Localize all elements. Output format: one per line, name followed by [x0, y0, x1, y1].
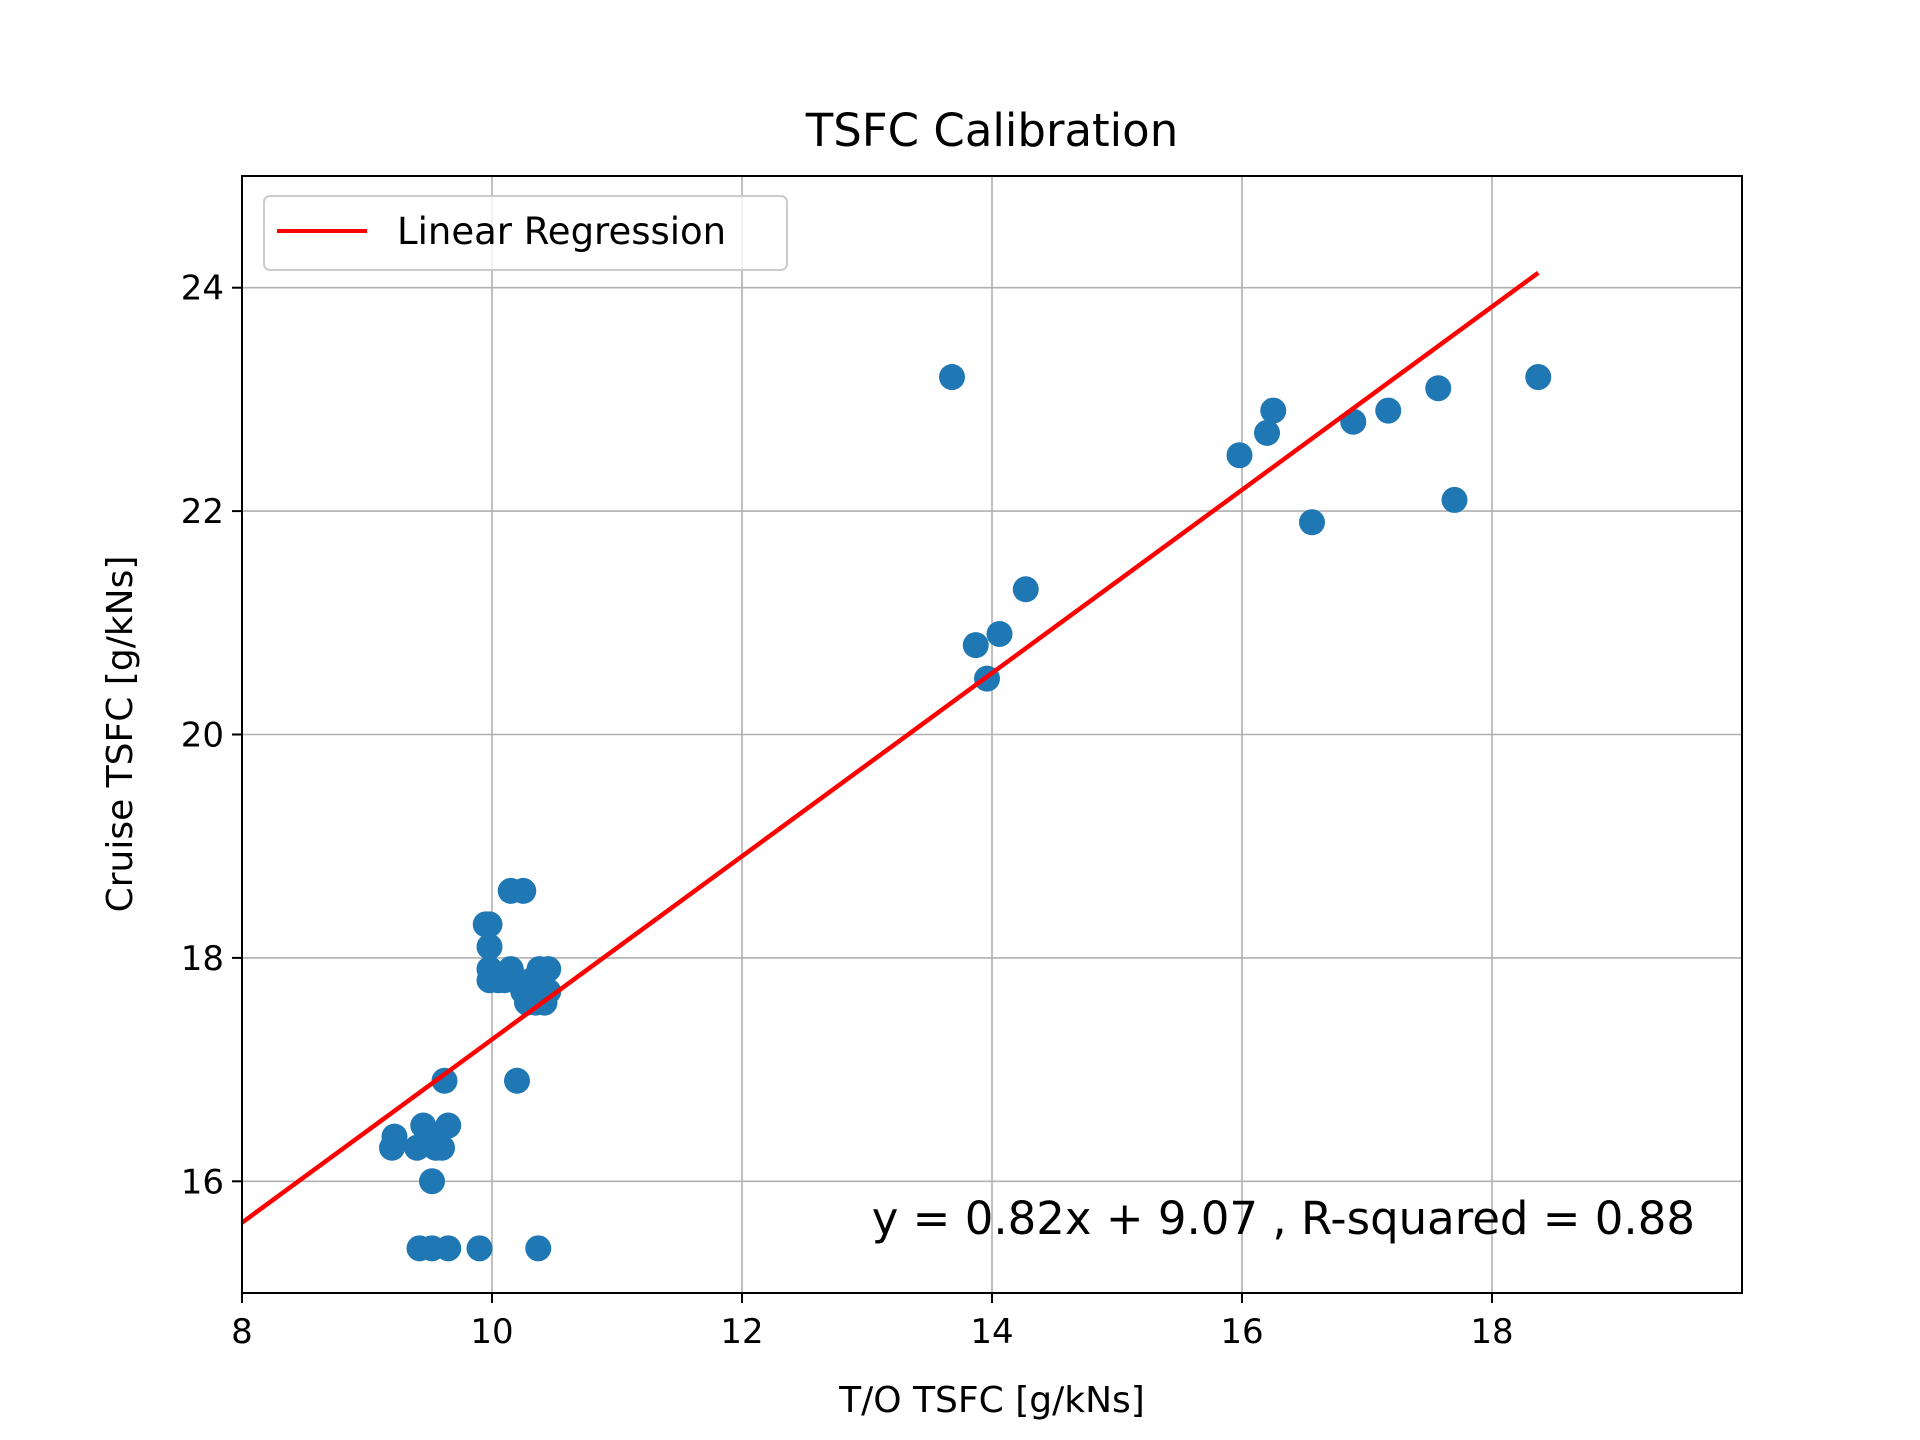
data-point	[466, 1235, 493, 1262]
data-point	[1012, 576, 1039, 603]
regression-layer	[240, 270, 1540, 1225]
legend: Linear Regression	[263, 195, 788, 271]
data-point	[986, 620, 1013, 647]
data-point	[1525, 364, 1552, 391]
data-point	[381, 1123, 408, 1150]
y-axis-label: Cruise TSFC [g/kNs]	[100, 556, 141, 913]
data-point	[476, 911, 503, 938]
data-point	[1260, 397, 1287, 424]
regression-line	[240, 270, 1540, 1225]
x-tick-label: 18	[1470, 1312, 1513, 1352]
x-tick-label: 14	[970, 1312, 1013, 1352]
y-tick-label: 18	[181, 939, 224, 979]
y-tick-label: 24	[181, 269, 224, 309]
legend-box	[263, 195, 788, 271]
data-point	[429, 1134, 455, 1161]
chart-title: TSFC Calibration	[805, 104, 1179, 157]
data-point	[1299, 509, 1325, 536]
data-point	[1375, 397, 1402, 424]
regression-annotation: y = 0.82x + 9.07 , R-squared = 0.88	[872, 1192, 1695, 1245]
axis-ticks: 8 10 12 14 16 18 16 18 20 22 24	[181, 269, 1514, 1352]
data-point	[1425, 375, 1452, 402]
y-tick-label: 16	[181, 1162, 224, 1202]
data-point	[939, 364, 965, 391]
scatter-points	[379, 364, 1552, 1262]
x-axis-label: T/O TSFC [g/kNs]	[838, 1380, 1145, 1421]
x-tick-label: 10	[470, 1312, 513, 1352]
data-point	[435, 1112, 462, 1139]
data-point	[419, 1168, 445, 1195]
data-point	[510, 877, 537, 904]
data-point	[431, 1067, 458, 1094]
data-point	[476, 933, 503, 960]
legend-label-linear-regression: Linear Regression	[397, 210, 726, 253]
x-tick-label: 8	[231, 1312, 253, 1352]
data-point	[1254, 419, 1280, 446]
y-tick-label: 20	[181, 716, 224, 756]
x-tick-label: 12	[720, 1312, 763, 1352]
data-point	[525, 1235, 552, 1262]
data-point	[1441, 486, 1468, 513]
data-point	[535, 978, 562, 1005]
x-tick-label: 16	[1220, 1312, 1263, 1352]
data-point	[1226, 442, 1253, 469]
data-point	[435, 1235, 462, 1262]
data-point	[535, 956, 562, 983]
data-point	[504, 1067, 530, 1094]
data-point	[962, 632, 989, 659]
y-tick-label: 22	[181, 492, 224, 532]
